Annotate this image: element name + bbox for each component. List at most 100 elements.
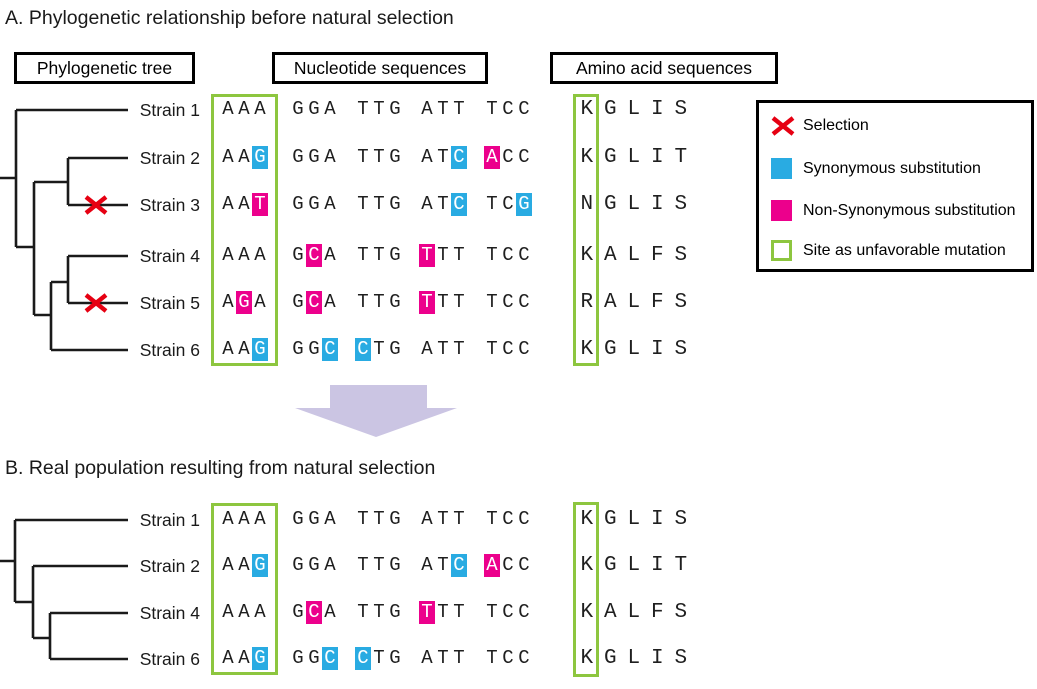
nucleotide-base: A (222, 554, 234, 576)
unfavorable-site-box-nucleotide-a (211, 94, 278, 366)
nucleotide-base: C (518, 338, 530, 360)
nucleotide-base: G (389, 193, 401, 215)
nucleotide-base: A (238, 338, 250, 360)
unfavorable-site-box-amino-b (573, 502, 599, 677)
nucleotide-base: T (486, 508, 498, 530)
nucleotide-base: T (437, 98, 449, 120)
amino-acid-residue: K (580, 601, 594, 624)
nucleotide-base: G (308, 193, 320, 215)
amino-acid-residue: A (603, 244, 617, 267)
amino-acid-residue: G (603, 98, 617, 121)
amino-acid-residue: L (627, 98, 641, 121)
amino-acid-residue: K (580, 338, 594, 361)
nucleotide-base: T (453, 647, 465, 669)
legend-label-unfavorable-site: Site as unfavorable mutation (803, 242, 1006, 259)
nucleotide-base: A (324, 508, 336, 530)
amino-acid-residue: I (650, 554, 664, 577)
nucleotide-non-synonymous-substitution: G (236, 291, 252, 314)
nucleotide-base: G (292, 508, 304, 530)
nucleotide-base: A (324, 554, 336, 576)
nucleotide-base: T (453, 291, 465, 313)
nucleotide-base: T (486, 338, 498, 360)
nucleotide-base: A (222, 244, 234, 266)
nucleotide-base: C (502, 554, 514, 576)
amino-acid-residue: K (580, 146, 594, 169)
nucleotide-base: A (254, 244, 266, 266)
nucleotide-base: A (222, 193, 234, 215)
amino-acid-residue: I (650, 193, 664, 216)
nucleotide-base: T (453, 508, 465, 530)
nucleotide-base: T (373, 146, 385, 168)
nucleotide-base: A (238, 193, 250, 215)
nucleotide-base: G (292, 146, 304, 168)
nucleotide-base: A (238, 647, 250, 669)
amino-acid-residue: G (603, 338, 617, 361)
nucleotide-base: A (238, 554, 250, 576)
nucleotide-non-synonymous-substitution: C (306, 291, 322, 314)
nucleotide-base: G (292, 338, 304, 360)
nucleotide-non-synonymous-substitution: T (419, 601, 435, 624)
nucleotide-base: A (421, 193, 433, 215)
nucleotide-synonymous-substitution: C (355, 647, 371, 670)
nucleotide-base: T (453, 244, 465, 266)
nucleotide-base: T (373, 193, 385, 215)
nucleotide-base: C (502, 244, 514, 266)
amino-acid-residue: L (627, 601, 641, 624)
panel-b-title: B. Real population resulting from natura… (5, 457, 436, 479)
amino-acid-residue: S (674, 244, 688, 267)
legend-item-selection: Selection (759, 114, 1031, 138)
amino-acid-residue: G (603, 647, 617, 670)
strain-label: Strain 6 (139, 649, 200, 669)
amino-acid-residue: A (603, 291, 617, 314)
nucleotide-base: G (292, 193, 304, 215)
nucleotide-synonymous-substitution: C (355, 338, 371, 361)
downward-transition-arrow-icon (295, 385, 457, 437)
nucleotide-base: G (308, 146, 320, 168)
nucleotide-synonymous-substitution: C (451, 554, 467, 577)
nucleotide-base: G (389, 554, 401, 576)
strain-label: Strain 5 (139, 293, 200, 313)
nucleotide-base: T (373, 244, 385, 266)
nucleotide-non-synonymous-substitution: T (252, 193, 268, 216)
nucleotide-base: G (308, 508, 320, 530)
legend-item-unfavorable-site: Site as unfavorable mutation (759, 239, 1031, 263)
amino-acid-residue: S (674, 338, 688, 361)
strain-label: Strain 3 (139, 195, 200, 215)
nucleotide-base: G (389, 647, 401, 669)
amino-acid-residue: I (650, 98, 664, 121)
nucleotide-base: G (292, 98, 304, 120)
nucleotide-synonymous-substitution: G (252, 338, 268, 361)
amino-acid-residue: F (650, 601, 664, 624)
nucleotide-base: A (324, 601, 336, 623)
nucleotide-base: C (518, 554, 530, 576)
nucleotide-base: A (254, 601, 266, 623)
nucleotide-synonymous-substitution: G (252, 554, 268, 577)
amino-acid-residue: G (603, 508, 617, 531)
nucleotide-synonymous-substitution: C (451, 146, 467, 169)
amino-acid-residue: G (603, 554, 617, 577)
